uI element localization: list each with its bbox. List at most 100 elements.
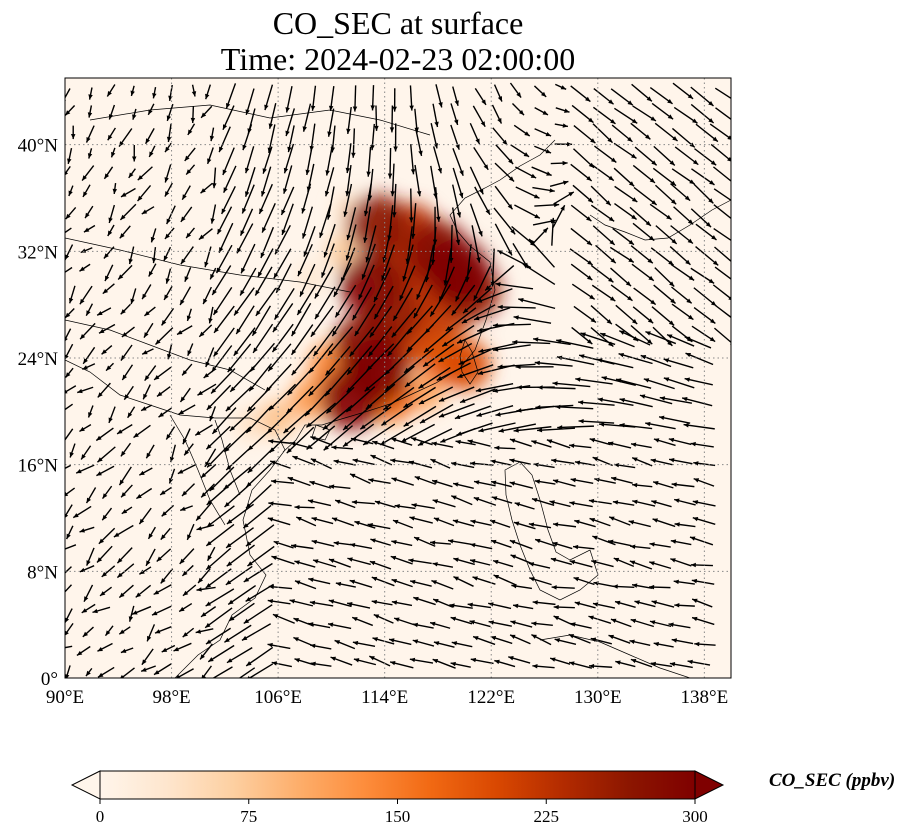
- wind-arrow-head: [222, 169, 227, 175]
- wind-arrow-head: [243, 523, 249, 528]
- wind-arrow: [241, 184, 255, 214]
- wind-arrow: [349, 326, 375, 357]
- wind-arrow: [419, 403, 454, 424]
- wind-arrow-head: [208, 657, 214, 662]
- wind-arrow-head: [688, 314, 694, 320]
- wind-arrow-head: [419, 418, 426, 424]
- wind-arrow: [362, 423, 396, 446]
- wind-arrow: [663, 377, 695, 389]
- wind-arrow: [321, 243, 335, 278]
- wind-arrow: [535, 404, 574, 409]
- wind-arrow-head: [161, 320, 167, 326]
- wind-arrow-head: [456, 212, 462, 218]
- wind-arrow-head: [560, 205, 565, 211]
- wind-arrow-head: [209, 485, 215, 492]
- wind-arrow: [382, 386, 415, 411]
- wind-arrow-head: [372, 440, 378, 446]
- wind-arrow-head: [271, 661, 278, 666]
- wind-arrow-head: [687, 93, 694, 99]
- wind-arrow-head: [308, 390, 314, 397]
- wind-arrow: [363, 206, 372, 243]
- wind-arrow-head: [653, 641, 659, 647]
- wind-arrow-head: [418, 399, 425, 405]
- wind-arrow-head: [651, 600, 657, 605]
- wind-arrow-head: [305, 169, 310, 176]
- wind-arrow-head: [545, 149, 552, 154]
- wind-arrow-head: [211, 388, 217, 394]
- wind-arrow-head: [201, 674, 206, 678]
- wind-arrow: [492, 323, 531, 327]
- wind-arrow-head: [516, 385, 522, 390]
- wind-arrow: [223, 426, 252, 453]
- wind-arrow-head: [485, 209, 490, 215]
- wind-arrow-head: [187, 350, 192, 356]
- wind-arrow-head: [689, 179, 695, 185]
- wind-arrow: [236, 223, 254, 254]
- wind-arrow: [618, 353, 653, 365]
- wind-arrow-head: [430, 621, 436, 627]
- wind-arrow: [302, 206, 314, 239]
- lon-tick-label: 130°E: [574, 687, 622, 708]
- wind-arrow: [229, 407, 256, 432]
- wind-arrow-head: [374, 125, 379, 131]
- wind-arrow-head: [363, 210, 369, 217]
- wind-arrow-head: [234, 310, 239, 316]
- wind-arrow-head: [65, 110, 71, 116]
- wind-arrow-head: [325, 390, 331, 396]
- wind-arrow-head: [627, 136, 633, 142]
- wind-arrow-head: [69, 452, 74, 458]
- wind-arrow: [600, 332, 635, 348]
- lat-tick-label: 24°N: [18, 349, 59, 370]
- wind-arrow-head: [139, 569, 145, 575]
- wind-arrow-head: [141, 659, 147, 665]
- wind-arrow-head: [332, 330, 337, 337]
- wind-arrow-head: [648, 275, 654, 281]
- wind-arrow-head: [246, 661, 252, 666]
- wind-arrow-head: [81, 608, 88, 613]
- wind-arrow-head: [65, 470, 66, 471]
- wind-arrow-head: [160, 578, 166, 584]
- wind-arrow-head: [327, 622, 334, 627]
- wind-arrow: [451, 184, 461, 218]
- wind-arrow-head: [85, 670, 91, 677]
- wind-arrow-head: [433, 517, 440, 522]
- wind-arrow-head: [367, 523, 373, 528]
- wind-arrow-head: [510, 228, 516, 235]
- wind-arrow: [333, 262, 352, 298]
- wind-arrow-head: [240, 230, 245, 236]
- wind-arrow: [645, 330, 677, 345]
- colorbar-label: CO_SEC (ppbv): [769, 770, 896, 791]
- wind-arrow-head: [245, 541, 252, 547]
- wind-arrow-head: [108, 417, 113, 423]
- wind-arrow-head: [274, 314, 280, 320]
- wind-arrow-head: [490, 635, 497, 641]
- wind-arrow-head: [432, 479, 438, 485]
- wind-arrow-head: [147, 635, 152, 642]
- wind-arrow: [528, 238, 556, 268]
- wind-arrow-head: [132, 114, 137, 120]
- wind-arrow-head: [588, 117, 594, 123]
- wind-arrow-head: [180, 506, 186, 511]
- wind-arrow-head: [128, 616, 134, 622]
- wind-arrow-head: [108, 217, 113, 223]
- wind-arrow-head: [649, 561, 655, 566]
- wind-arrow: [233, 287, 255, 316]
- wind-arrow-head: [423, 361, 429, 367]
- wind-arrow-head: [692, 598, 698, 603]
- wind-arrow: [414, 164, 421, 197]
- wind-arrow: [552, 382, 591, 388]
- wind-arrow-head: [346, 128, 351, 134]
- wind-arrow-head: [209, 415, 214, 422]
- wind-arrow-head: [65, 337, 68, 342]
- wind-arrow: [205, 425, 231, 450]
- wind-arrow: [403, 348, 435, 374]
- wind-arrow-head: [614, 600, 621, 606]
- wind-arrow-head: [101, 349, 107, 355]
- wind-arrow-head: [708, 198, 714, 204]
- wind-arrow-head: [182, 370, 188, 376]
- wind-arrow-head: [727, 156, 731, 162]
- wind-arrow-head: [508, 176, 515, 182]
- wind-arrow: [238, 667, 256, 678]
- wind-arrow: [261, 166, 272, 197]
- wind-arrow-head: [328, 599, 335, 604]
